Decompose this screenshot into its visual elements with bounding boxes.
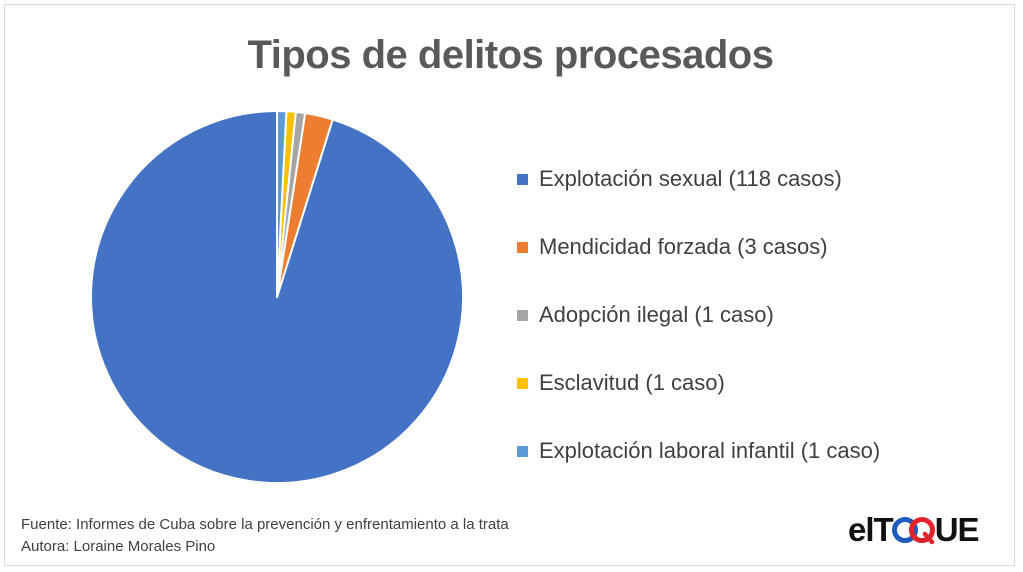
legend-item-explotacion-laboral-infantil: Explotación laboral infantil (1 caso) (517, 417, 997, 485)
logo-rings-icon (891, 515, 937, 545)
legend-label: Esclavitud (1 caso) (539, 370, 725, 395)
chart-frame: Tipos de delitos procesados Explotación … (4, 4, 1015, 566)
eltoque-logo: elT UE (848, 511, 980, 549)
legend-item-esclavitud: Esclavitud (1 caso) (517, 349, 997, 417)
legend-swatch (517, 445, 528, 457)
legend-label: Explotación sexual (118 casos) (539, 166, 842, 191)
chart-footer: Fuente: Informes de Cuba sobre la preven… (21, 514, 509, 558)
logo-text-right: UE (934, 511, 980, 548)
pie-slice-4 (276, 110, 288, 298)
legend-item-adopcion-ilegal: Adopción ilegal (1 caso) (517, 281, 997, 349)
author-note: Autora: Loraine Morales Pino (21, 538, 216, 555)
legend-label: Explotación laboral infantil (1 caso) (539, 438, 881, 463)
source-note: Fuente: Informes de Cuba sobre la preven… (21, 516, 509, 533)
logo-text-left: elT (848, 511, 894, 548)
legend-item-explotacion-sexual: Explotación sexual (118 casos) (517, 145, 997, 213)
legend-swatch (517, 241, 528, 253)
legend-label: Adopción ilegal (1 caso) (539, 302, 774, 327)
legend-swatch (517, 309, 528, 321)
legend-label: Mendicidad forzada (3 casos) (539, 234, 828, 259)
pie-chart (90, 110, 464, 484)
legend-swatch (517, 173, 528, 185)
pie-slice-0 (90, 110, 464, 484)
legend-swatch (517, 377, 528, 389)
chart-title: Tipos de delitos procesados (247, 33, 774, 77)
legend-item-mendicidad-forzada: Mendicidad forzada (3 casos) (517, 213, 997, 281)
legend: Explotación sexual (118 casos) Mendicida… (517, 145, 997, 485)
